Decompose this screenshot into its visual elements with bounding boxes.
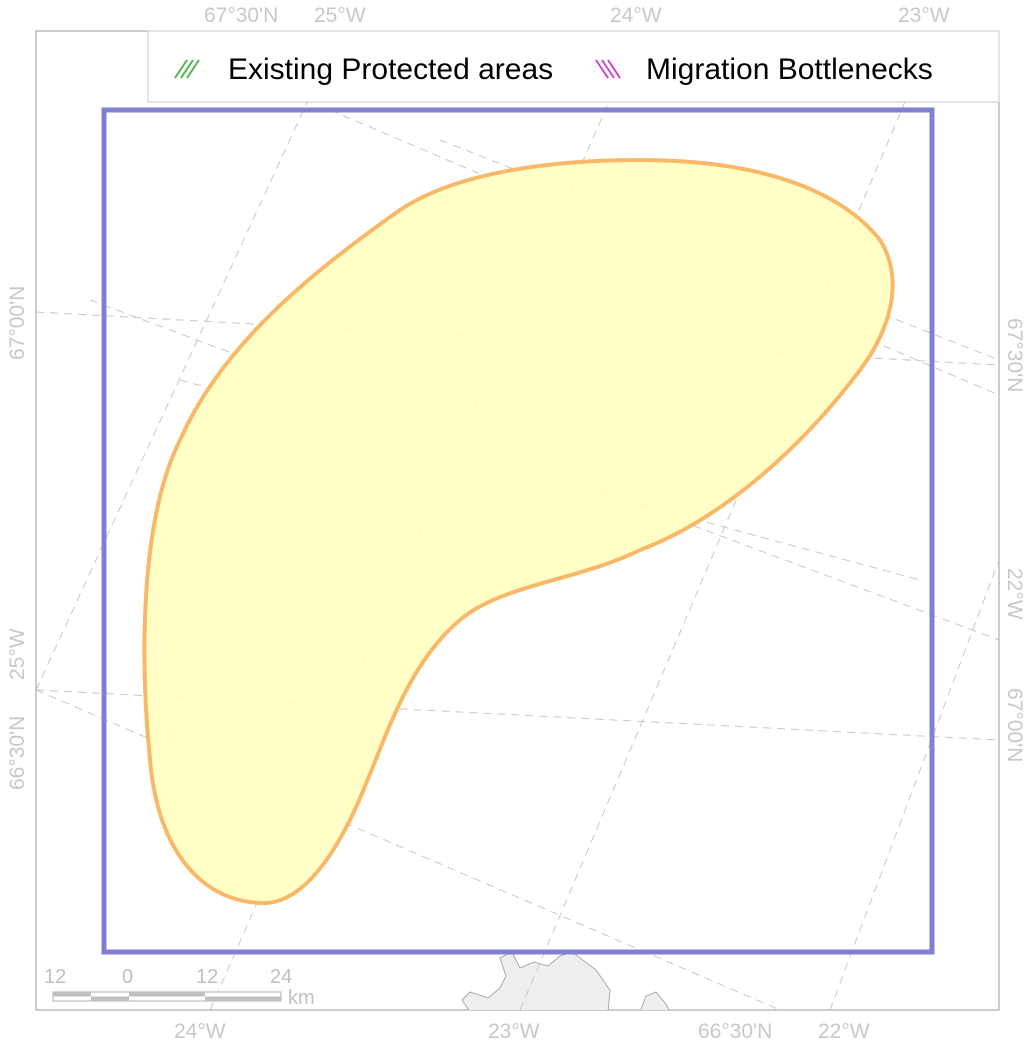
grat-label-left-2: 25°W <box>6 628 29 680</box>
grat-label-top-1: 67°30'N <box>204 4 278 27</box>
scale-tick-label: 0 <box>122 966 133 988</box>
grat-label-bottom-1: 24°W <box>174 1020 226 1043</box>
land-islet <box>640 991 670 1010</box>
legend-box <box>147 30 1000 103</box>
scale-bar-segment <box>205 996 281 1001</box>
grat-label-top-4: 23°W <box>898 4 950 27</box>
legend: Existing Protected areas Migration Bottl… <box>147 30 1000 103</box>
grat-label-top-3: 24°W <box>610 4 662 27</box>
grat-label-top-2: 25°W <box>314 4 366 27</box>
scale-tick-label: 12 <box>44 966 66 988</box>
scale-bar-segment <box>53 992 91 997</box>
grat-label-left-3: 66°30'N <box>6 716 29 790</box>
grat-label-left-1: 67°00'N <box>6 286 29 360</box>
study-area-outline <box>101 107 935 955</box>
legend-label-protected: Existing Protected areas <box>228 53 553 86</box>
grat-label-bottom-4: 22°W <box>818 1020 870 1043</box>
grat-label-bottom-2: 23°W <box>488 1020 540 1043</box>
scale-bar: 12 0 12 24 km <box>44 966 315 1009</box>
hatch-magenta-icon <box>595 59 621 79</box>
region-polygon <box>142 157 895 906</box>
scale-tick-label: 24 <box>270 966 292 988</box>
land-mass <box>461 951 611 1010</box>
grat-label-right-1: 67°30'N <box>1003 318 1026 392</box>
scale-unit: km <box>288 987 315 1009</box>
grat-label-right-3: 67°00'N <box>1003 688 1026 762</box>
hatch-green-icon <box>174 59 200 79</box>
grat-label-bottom-3: 66°30'N <box>698 1020 772 1043</box>
scale-tick-label: 12 <box>196 966 218 988</box>
legend-label-bottlenecks: Migration Bottlenecks <box>646 53 933 86</box>
scale-bar-segment <box>129 992 205 997</box>
scale-bar-segment <box>91 996 129 1001</box>
grat-label-right-2: 22°W <box>1003 568 1026 620</box>
